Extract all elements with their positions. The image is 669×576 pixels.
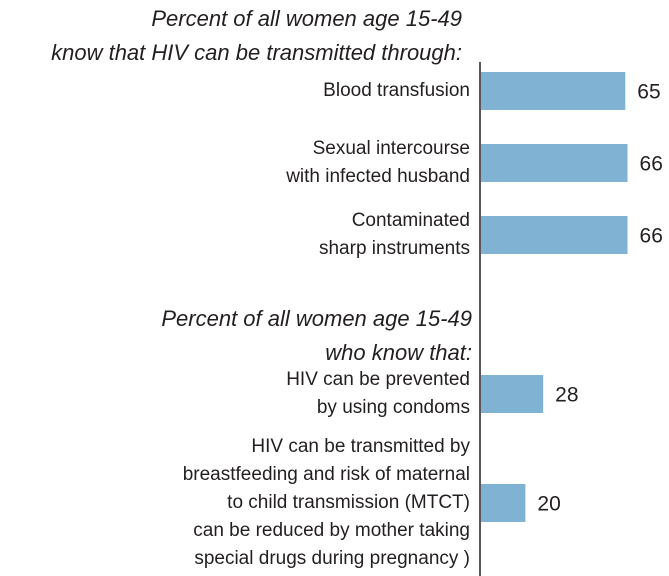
bar	[481, 72, 626, 110]
value-label: 20	[537, 493, 560, 516]
category-label: Sexual intercourse with infected husband	[286, 138, 470, 187]
category-label: Blood transfusion	[323, 80, 470, 101]
value-label: 65	[637, 81, 660, 104]
bar	[481, 484, 526, 522]
value-label: 66	[640, 153, 663, 176]
group-title: Percent of all women age 15-49 who know …	[161, 306, 472, 365]
value-label: 28	[555, 384, 578, 407]
category-label: Contaminated sharp instruments	[318, 210, 470, 259]
bar	[481, 216, 628, 254]
value-label: 66	[640, 225, 663, 248]
bar	[481, 375, 544, 413]
bar	[481, 144, 628, 182]
group-title: Percent of all women age 15-49 know that…	[51, 6, 462, 65]
category-label: HIV can be prevented by using condoms	[286, 369, 470, 418]
category-label: HIV can be transmitted by breastfeeding …	[182, 436, 470, 569]
